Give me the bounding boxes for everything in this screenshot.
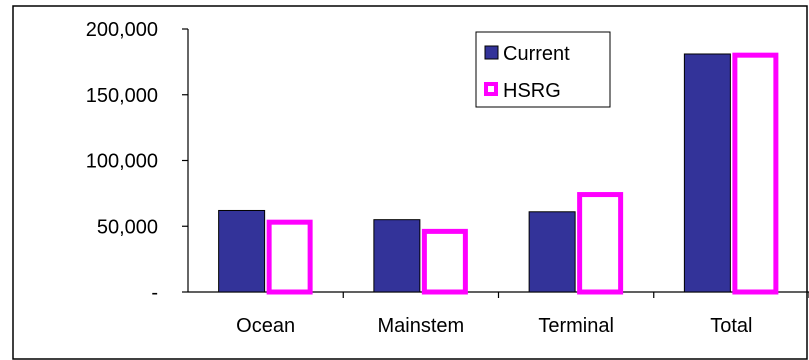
bar-current-ocean — [218, 209, 266, 293]
bar-hsrg-ocean — [266, 219, 313, 295]
y-tick-label: 50,000 — [97, 216, 158, 238]
x-axis-ticks: Ocean Mainstem Terminal Total — [236, 292, 809, 337]
legend-swatch-hsrg — [484, 82, 498, 96]
bar-current-total — [683, 53, 731, 293]
legend-swatch-current — [484, 45, 499, 60]
y-tick-label: 150,000 — [86, 85, 158, 107]
y-axis-ticks: - 50,000 100,000 150,000 200,000 — [86, 19, 188, 304]
bar-hsrg-terminal — [577, 192, 624, 295]
x-tick-label: Total — [710, 315, 752, 337]
bars-group — [218, 52, 779, 295]
legend-label-current: Current — [503, 43, 570, 65]
bar-hsrg-mainstem — [421, 228, 468, 295]
bar-hsrg-total — [732, 52, 779, 295]
y-tick-label: 100,000 — [86, 151, 158, 173]
bar-current-mainstem — [373, 219, 421, 293]
legend-box — [475, 31, 611, 108]
x-tick-label: Ocean — [236, 315, 295, 337]
x-tick-label: Terminal — [538, 315, 614, 337]
y-tick-label: - — [151, 282, 158, 304]
bar-current-terminal — [528, 211, 576, 293]
y-tick-label: 200,000 — [86, 19, 158, 41]
x-tick-label: Mainstem — [378, 315, 465, 337]
legend-label-hsrg: HSRG — [503, 80, 561, 102]
legend: Current HSRG — [475, 31, 611, 108]
chart-border — [12, 5, 808, 360]
